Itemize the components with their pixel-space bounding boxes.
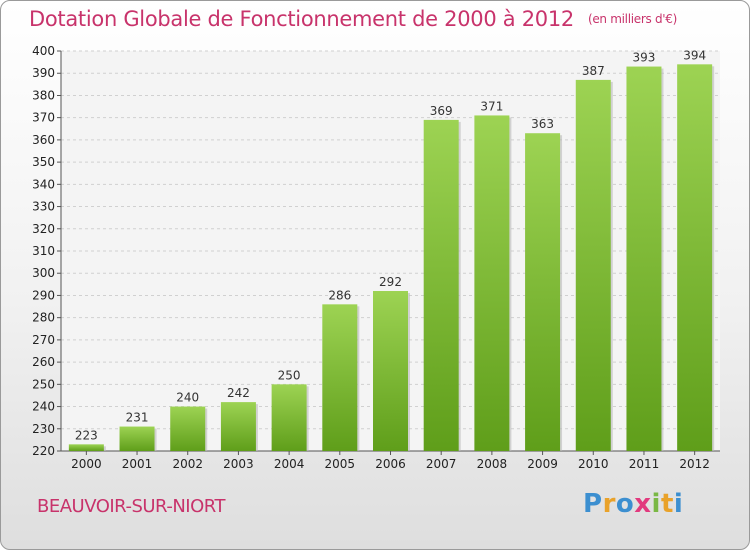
y-tick-label: 270	[32, 333, 55, 347]
bar	[626, 66, 662, 452]
x-tick-label: 2004	[274, 457, 305, 471]
y-tick-label: 290	[32, 288, 55, 302]
y-tick-label: 370	[32, 111, 55, 125]
bar	[575, 79, 611, 451]
bar	[271, 384, 307, 451]
bar	[474, 115, 510, 451]
y-tick-label: 350	[32, 155, 55, 169]
bar-value-label: 371	[480, 99, 503, 113]
bar-value-label: 223	[75, 428, 98, 442]
y-tick-label: 390	[32, 66, 55, 80]
y-tick-label: 280	[32, 311, 55, 325]
x-tick-label: 2006	[375, 457, 406, 471]
bar	[373, 291, 408, 451]
bar	[423, 119, 459, 451]
bar-value-label: 242	[227, 386, 250, 400]
bar-value-label: 363	[531, 117, 554, 131]
x-tick-label: 2011	[629, 457, 660, 471]
chart-title: Dotation Globale de Fonctionnement de 20…	[29, 7, 677, 31]
bar	[68, 444, 104, 451]
y-tick-label: 220	[32, 444, 55, 458]
x-tick-label: 2012	[679, 457, 710, 471]
chart-subtitle: (en milliers d'€)	[587, 12, 677, 26]
y-tick-label: 360	[32, 133, 55, 147]
x-tick-label: 2003	[223, 457, 254, 471]
commune-name: BEAUVOIR-SUR-NIORT	[37, 496, 225, 517]
y-tick-label: 340	[32, 177, 55, 191]
bar	[525, 133, 561, 451]
x-tick-label: 2010	[578, 457, 609, 471]
proxiti-logo: Proxiti	[583, 489, 684, 519]
x-tick-label: 2009	[527, 457, 558, 471]
bar-value-label: 369	[430, 104, 453, 118]
bar-value-label: 250	[278, 368, 301, 382]
x-tick-label: 2005	[325, 457, 356, 471]
bar-value-label: 286	[328, 288, 351, 302]
bar-value-label: 231	[126, 411, 149, 425]
y-tick-label: 330	[32, 200, 55, 214]
bar	[119, 426, 155, 451]
x-tick-label: 2000	[71, 457, 102, 471]
bar-value-label: 292	[379, 275, 402, 289]
y-tick-label: 260	[32, 355, 55, 369]
bar	[220, 402, 256, 451]
y-tick-label: 380	[32, 88, 55, 102]
bar	[170, 406, 206, 451]
bar-value-label: 394	[683, 48, 706, 62]
y-tick-label: 310	[32, 244, 55, 258]
y-tick-label: 250	[32, 377, 55, 391]
bar-value-label: 387	[582, 64, 605, 78]
x-tick-label: 2008	[477, 457, 508, 471]
x-tick-label: 2001	[122, 457, 153, 471]
y-tick-label: 240	[32, 400, 55, 414]
bar	[677, 64, 713, 452]
y-tick-label: 400	[32, 44, 55, 58]
y-tick-label: 230	[32, 422, 55, 436]
x-tick-label: 2002	[172, 457, 203, 471]
y-tick-label: 300	[32, 266, 55, 280]
bar-value-label: 240	[176, 391, 199, 405]
x-tick-label: 2007	[426, 457, 457, 471]
y-tick-label: 320	[32, 222, 55, 236]
bar-value-label: 393	[633, 51, 656, 65]
bar	[322, 304, 358, 451]
